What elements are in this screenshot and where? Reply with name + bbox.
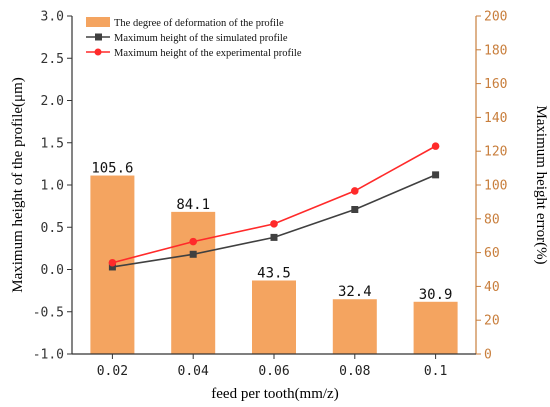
- bar-data-label-1: 84.1: [176, 197, 210, 213]
- y-left-tick-label-7: 2.5: [41, 52, 64, 67]
- series-line-1: [112, 145, 436, 264]
- x-tick-label-3: 0.08: [339, 364, 370, 379]
- x-tick-label-0: 0.02: [97, 364, 128, 379]
- y-right-axis-title: Maximum height error(%): [533, 105, 549, 264]
- legend: The degree of deformation of the profile…: [86, 17, 302, 59]
- y-right-tick-label-2: 40: [484, 280, 500, 295]
- y-left-tick-label-0: -1.0: [33, 348, 64, 363]
- y-right-tick-label-10: 200: [484, 10, 507, 25]
- legend-label-bar: The degree of deformation of the profile: [114, 18, 284, 29]
- y-right-tick-label-8: 160: [484, 77, 507, 92]
- y-right-tick-label-4: 80: [484, 212, 500, 227]
- x-tick-label-1: 0.04: [178, 364, 209, 379]
- y-left-tick-label-4: 1.0: [41, 179, 64, 194]
- bar-data-label-4: 30.9: [419, 287, 453, 303]
- x-tick-label-4: 0.1: [424, 364, 447, 379]
- bar-data-label-2: 43.5: [257, 265, 291, 281]
- series-1-point-3: [351, 187, 359, 195]
- series-0-point-4: [432, 171, 440, 179]
- legend-label-0: Maximum height of the simulated profile: [114, 33, 288, 44]
- legend-marker-0: [95, 33, 102, 41]
- legend-swatch-bar: [86, 17, 110, 27]
- series-1-point-2: [270, 220, 278, 228]
- axes-layer: -1.0 -0.5 0.0 0.5 1.0 1.5 2.0 2.5 3.0 0 20 40 60 80 10…: [33, 10, 508, 380]
- bars-layer: 105.6 84.1 43.5 32.4 30.9: [90, 161, 458, 354]
- x-axis-title: feed per tooth(mm/z): [211, 386, 338, 402]
- series-1-point-1: [189, 237, 197, 246]
- series-1-point-0: [108, 258, 117, 267]
- series-1-point-4: [431, 142, 440, 150]
- y-right-tick-label-1: 20: [484, 314, 500, 329]
- y-left-tick-label-1: -0.5: [33, 305, 64, 320]
- y-right-tick-label-0: 0: [484, 348, 492, 363]
- y-left-tick-label-5: 1.5: [41, 136, 64, 151]
- bar-data-label-0: 105.6: [91, 161, 133, 177]
- bar-2: [252, 280, 296, 354]
- y-left-tick-label-2: 0.0: [41, 263, 64, 278]
- bar-3: [332, 299, 377, 354]
- y-left-tick-label-3: 0.5: [41, 221, 64, 236]
- series-0-point-3: [351, 206, 359, 214]
- y-right-tick-label-7: 140: [484, 111, 507, 126]
- y-right-tick-label-5: 100: [484, 179, 507, 194]
- y-right-tick-label-3: 60: [484, 246, 500, 261]
- y-left-tick-label-8: 3.0: [41, 10, 64, 25]
- series-0-point-2: [270, 233, 278, 241]
- bar-1: [171, 211, 216, 354]
- y-left-axis-title: Maximum height of the profile(μm): [10, 77, 26, 293]
- legend-label-1: Maximum height of the experimental profi…: [114, 48, 302, 59]
- x-tick-label-2: 0.06: [258, 364, 289, 379]
- bar-4: [413, 301, 458, 354]
- y-right-tick-label-9: 180: [484, 43, 507, 58]
- y-right-tick-label-6: 120: [484, 145, 507, 160]
- series-0-point-1: [189, 250, 197, 258]
- y-left-tick-label-6: 2.0: [41, 94, 64, 109]
- series-0-point-0: [108, 263, 116, 271]
- bar-data-label-3: 32.4: [338, 284, 372, 300]
- legend-marker-1: [94, 48, 102, 56]
- lines-layer: [108, 142, 440, 271]
